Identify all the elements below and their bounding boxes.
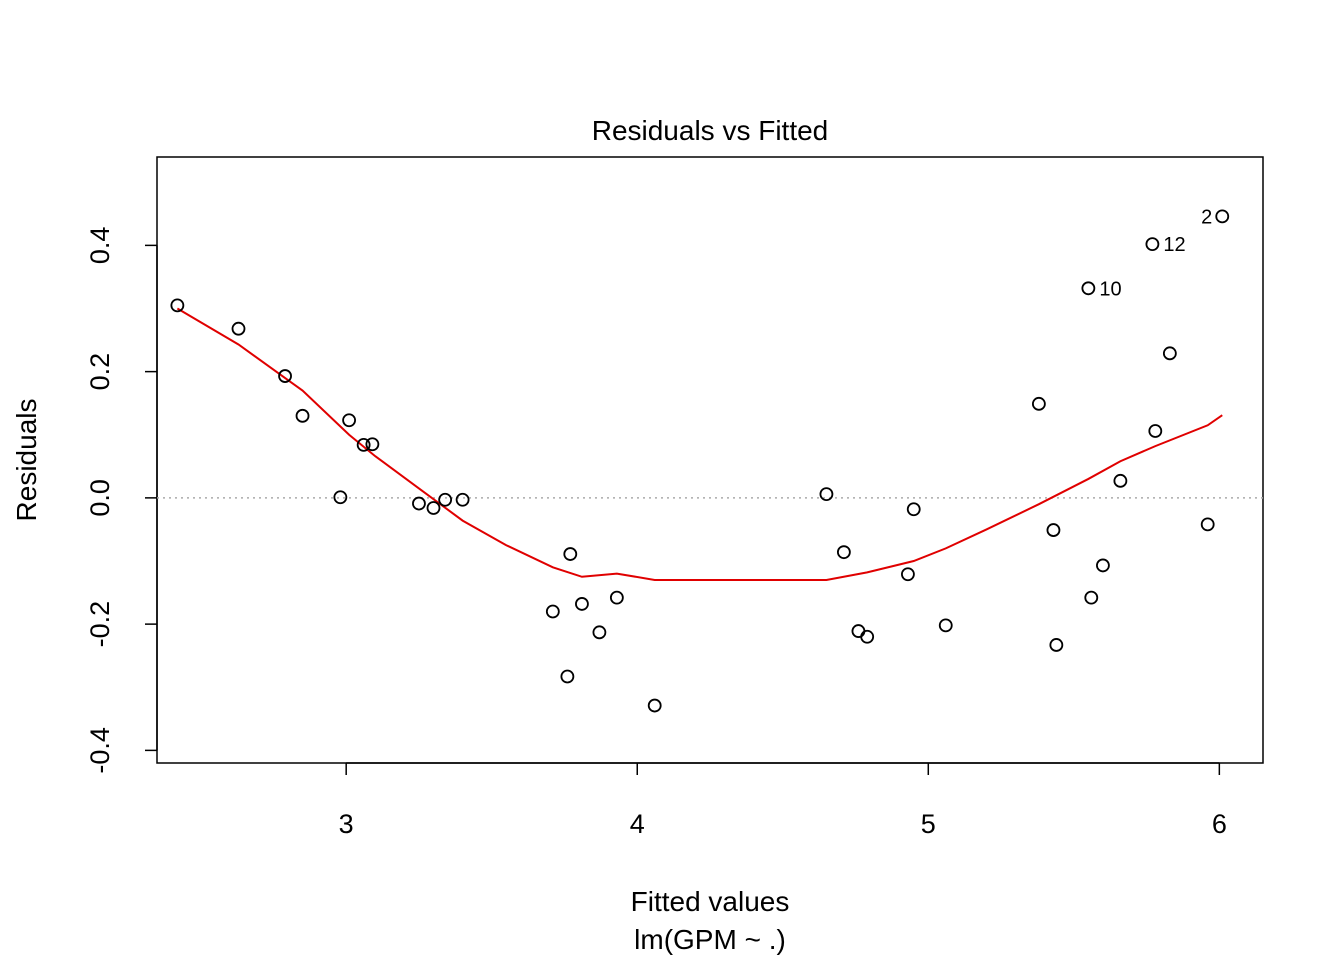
x-axis: 3 4 5 6 xyxy=(339,762,1227,839)
chart-title: Residuals vs Fitted xyxy=(592,115,829,146)
y-tick-label: 0.0 xyxy=(85,479,115,517)
data-point xyxy=(819,487,834,501)
smooth-line xyxy=(176,307,1223,581)
data-point xyxy=(426,501,441,515)
data-point xyxy=(563,547,578,561)
data-point xyxy=(575,597,589,611)
data-point xyxy=(1113,473,1128,488)
y-axis: -0.4 -0.2 0.0 0.2 0.4 xyxy=(85,227,158,774)
data-point xyxy=(1200,517,1215,532)
point-label: 12 xyxy=(1163,234,1185,256)
data-point xyxy=(860,629,875,644)
data-point xyxy=(938,618,953,633)
y-tick-label: 0.4 xyxy=(85,227,115,265)
data-point xyxy=(836,545,851,560)
data-point xyxy=(906,502,921,517)
y-tick-label: -0.4 xyxy=(85,727,115,774)
data-point xyxy=(592,625,607,640)
x-axis-subtitle: lm(GPM ~ .) xyxy=(634,924,786,955)
data-point xyxy=(1145,237,1160,252)
data-point xyxy=(1215,209,1230,224)
data-point xyxy=(560,669,575,684)
x-tick-label: 4 xyxy=(630,809,645,839)
data-point xyxy=(1096,558,1110,573)
data-point xyxy=(1148,424,1163,438)
data-point xyxy=(412,496,426,511)
point-label: 2 xyxy=(1201,206,1212,228)
y-axis-title: Residuals xyxy=(11,399,42,522)
data-point xyxy=(342,413,356,428)
data-point xyxy=(295,408,310,423)
x-tick-label: 3 xyxy=(339,809,354,839)
data-point xyxy=(609,590,624,605)
plot-frame xyxy=(156,156,1264,764)
data-point xyxy=(1162,346,1177,361)
data-point xyxy=(170,298,185,313)
data-point xyxy=(1084,590,1099,605)
data-point xyxy=(278,369,292,383)
x-tick-label: 5 xyxy=(921,809,936,839)
x-axis-title: Fitted values xyxy=(631,886,790,917)
y-tick-label: 0.2 xyxy=(85,353,115,391)
point-label: 10 xyxy=(1099,278,1121,300)
data-point xyxy=(438,492,453,507)
x-tick-label: 6 xyxy=(1212,809,1227,839)
data-point xyxy=(455,492,470,507)
data-point xyxy=(1046,523,1061,537)
data-point xyxy=(1049,638,1064,652)
data-point xyxy=(545,604,560,619)
data-points: 10 12 2 xyxy=(170,206,1230,713)
data-point xyxy=(333,490,348,505)
data-point xyxy=(1031,396,1046,411)
data-point xyxy=(356,437,371,452)
data-point xyxy=(901,567,915,582)
y-tick-label: -0.2 xyxy=(85,601,115,648)
data-point xyxy=(365,437,380,452)
data-point xyxy=(647,698,662,713)
data-point xyxy=(231,321,246,336)
data-point xyxy=(851,624,866,638)
data-point xyxy=(1081,281,1096,296)
